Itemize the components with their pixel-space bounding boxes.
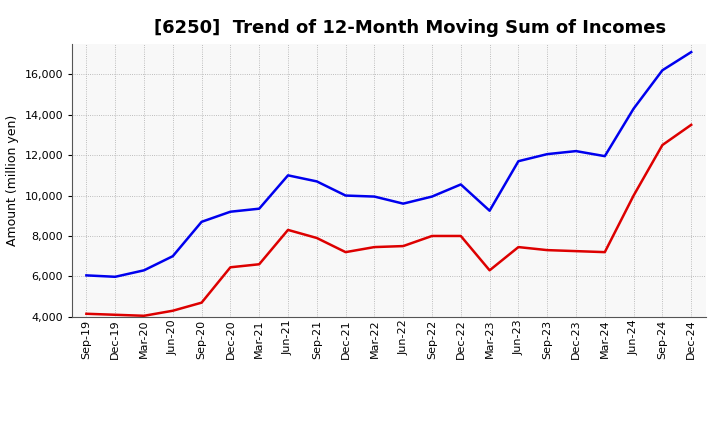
Net Income: [514, 245, 523, 250]
Ordinary Income: [485, 208, 494, 213]
Line: Net Income: Net Income: [86, 125, 691, 316]
Ordinary Income: [600, 154, 609, 159]
Net Income: [312, 235, 321, 241]
Net Income: [82, 311, 91, 316]
Net Income: [341, 249, 350, 255]
Net Income: [629, 193, 638, 198]
Ordinary Income: [399, 201, 408, 206]
Ordinary Income: [255, 206, 264, 211]
Ordinary Income: [82, 273, 91, 278]
Ordinary Income: [428, 194, 436, 199]
Net Income: [168, 308, 177, 313]
Net Income: [140, 313, 148, 319]
Net Income: [226, 264, 235, 270]
Net Income: [687, 122, 696, 128]
Line: Ordinary Income: Ordinary Income: [86, 52, 691, 277]
Ordinary Income: [140, 268, 148, 273]
Net Income: [485, 268, 494, 273]
Text: [6250]  Trend of 12-Month Moving Sum of Incomes: [6250] Trend of 12-Month Moving Sum of I…: [154, 19, 667, 37]
Net Income: [600, 249, 609, 255]
Ordinary Income: [197, 219, 206, 224]
Ordinary Income: [572, 148, 580, 154]
Ordinary Income: [226, 209, 235, 214]
Net Income: [428, 233, 436, 238]
Net Income: [456, 233, 465, 238]
Net Income: [543, 247, 552, 253]
Net Income: [255, 262, 264, 267]
Y-axis label: Amount (million yen): Amount (million yen): [6, 115, 19, 246]
Ordinary Income: [312, 179, 321, 184]
Net Income: [658, 143, 667, 148]
Net Income: [284, 227, 292, 233]
Net Income: [197, 300, 206, 305]
Ordinary Income: [341, 193, 350, 198]
Ordinary Income: [284, 173, 292, 178]
Net Income: [399, 243, 408, 249]
Ordinary Income: [629, 106, 638, 111]
Net Income: [370, 245, 379, 250]
Ordinary Income: [111, 274, 120, 279]
Ordinary Income: [456, 182, 465, 187]
Ordinary Income: [687, 49, 696, 55]
Ordinary Income: [168, 253, 177, 259]
Ordinary Income: [658, 68, 667, 73]
Ordinary Income: [514, 158, 523, 164]
Ordinary Income: [370, 194, 379, 199]
Net Income: [111, 312, 120, 317]
Ordinary Income: [543, 151, 552, 157]
Net Income: [572, 249, 580, 254]
